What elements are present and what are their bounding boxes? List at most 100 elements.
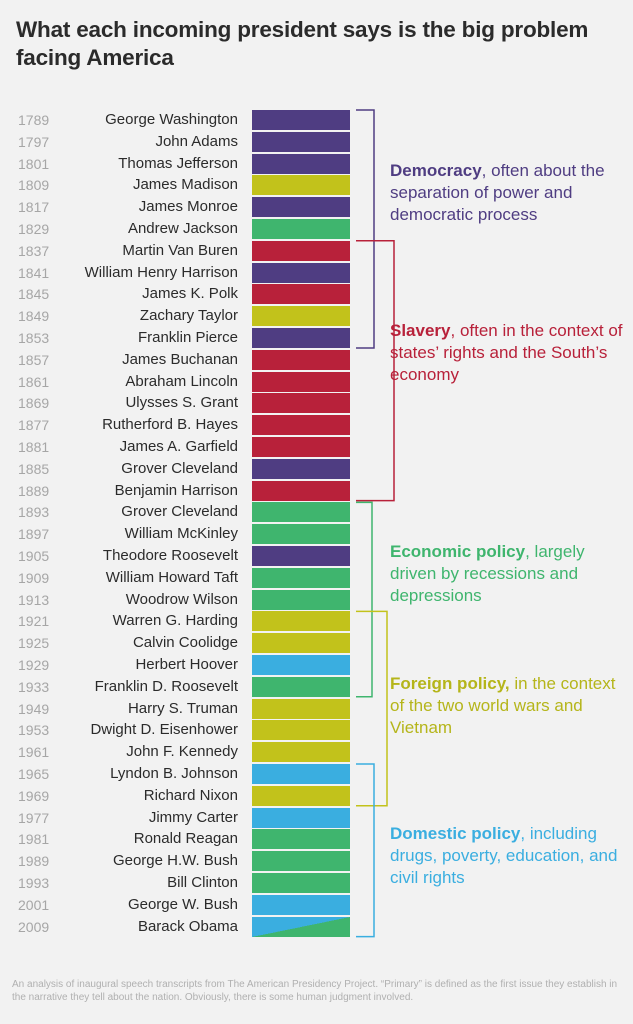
table-row: 1877 Rutherford B. Hayes <box>0 415 360 437</box>
year-label: 1869 <box>18 395 50 412</box>
president-name: Ulysses S. Grant <box>125 394 238 412</box>
category-bar <box>252 720 350 741</box>
category-bar <box>252 894 350 915</box>
year-label: 1965 <box>18 766 50 782</box>
category-bar <box>252 546 350 566</box>
president-name: Herbert Hoover <box>135 656 238 673</box>
category-bar <box>252 393 350 414</box>
president-name: George Washington <box>105 111 238 128</box>
democracy-bracket <box>356 109 375 349</box>
year-label: 1921 <box>18 613 50 630</box>
table-row: 1889 Benjamin Harrison <box>0 480 360 503</box>
year-label: 1913 <box>18 591 50 608</box>
president-name: Lyndon B. Johnson <box>110 765 238 782</box>
table-row: 1993 Bill Clinton <box>0 873 360 895</box>
year-label: 1993 <box>18 875 50 891</box>
category-bar <box>252 197 350 218</box>
table-row: 1929 Herbert Hoover <box>0 655 360 677</box>
table-row: 1857 James Buchanan <box>0 349 360 372</box>
president-name: James K. Polk <box>142 285 238 303</box>
year-label: 1877 <box>18 417 50 434</box>
domestic-bracket <box>356 763 375 938</box>
category-bar <box>252 480 350 501</box>
year-label: 1969 <box>18 787 50 804</box>
table-row: 1905 Theodore Roosevelt <box>0 546 360 568</box>
table-row: 1869 Ulysses S. Grant <box>0 393 360 415</box>
president-name: Woodrow Wilson <box>125 590 238 608</box>
year-label: 2001 <box>18 896 50 913</box>
year-label: 1981 <box>18 831 50 848</box>
category-bar <box>252 851 350 872</box>
category-description: , including drugs, poverty, education, a… <box>390 824 618 887</box>
president-name: John F. Kennedy <box>126 743 238 761</box>
year-label: 1933 <box>18 678 50 695</box>
president-name: James A. Garfield <box>119 438 238 455</box>
table-row: 1933 Franklin D. Roosevelt <box>0 676 360 699</box>
category-bar <box>252 524 350 545</box>
table-row: 1853 Franklin Pierce <box>0 328 360 350</box>
category-description: , largely driven by recessions and depre… <box>390 542 585 605</box>
year-label: 1953 <box>18 722 50 739</box>
president-name: Abraham Lincoln <box>125 372 238 390</box>
category-bar <box>252 306 350 327</box>
year-label: 1849 <box>18 308 50 325</box>
category-description: in the context of the two world wars and… <box>390 674 616 737</box>
category-title: Economic policy <box>390 542 526 561</box>
table-row: 1989 George H.W. Bush <box>0 851 360 873</box>
president-name: George W. Bush <box>127 895 238 913</box>
year-label: 1929 <box>18 657 50 673</box>
table-row: 1829 Andrew Jackson <box>0 219 360 241</box>
year-label: 1837 <box>18 242 50 259</box>
category-bar <box>252 371 350 392</box>
category-title: Domestic policy <box>390 824 521 843</box>
table-row: 1881 James A. Garfield <box>0 437 360 459</box>
year-label: 1949 <box>18 700 50 717</box>
table-row: 1849 Zachary Taylor <box>0 306 360 328</box>
president-name: James Buchanan <box>122 350 238 368</box>
year-label: 1797 <box>18 133 50 150</box>
table-row: 1893 Grover Cleveland <box>0 502 360 524</box>
president-name: Warren G. Harding <box>112 612 238 630</box>
president-name: William Howard Taft <box>105 568 238 586</box>
category-bar <box>252 676 350 697</box>
year-label: 1845 <box>18 286 50 303</box>
table-row: 1801 Thomas Jefferson <box>0 153 360 176</box>
footnote: An analysis of inaugural speech transcri… <box>12 979 618 1003</box>
category-bar <box>252 240 350 261</box>
category-label-economic: Economic policy, largely driven by reces… <box>390 541 630 607</box>
category-bar <box>252 611 350 632</box>
table-row: 1949 Harry S. Truman <box>0 698 360 721</box>
category-title: Slavery <box>390 321 451 340</box>
category-bar <box>252 131 350 152</box>
president-name: Grover Cleveland <box>121 503 238 521</box>
president-name: Bill Clinton <box>167 874 238 891</box>
year-label: 1809 <box>18 177 50 194</box>
year-label: 1885 <box>18 460 50 477</box>
president-name: Harry S. Truman <box>127 699 238 717</box>
table-row: 1977 Jimmy Carter <box>0 807 360 830</box>
president-name: Rutherford B. Hayes <box>102 416 238 434</box>
category-label-domestic: Domestic policy, including drugs, povert… <box>390 823 630 889</box>
table-row: 1909 William Howard Taft <box>0 567 360 590</box>
president-name: James Monroe <box>138 198 238 216</box>
table-row: 1797 John Adams <box>0 131 360 154</box>
president-name: Theodore Roosevelt <box>102 547 238 564</box>
table-row: 1965 Lyndon B. Johnson <box>0 764 360 786</box>
president-name: Jimmy Carter <box>148 808 238 826</box>
year-label: 1789 <box>18 112 50 128</box>
table-row: 1809 James Madison <box>0 175 360 197</box>
president-name: Richard Nixon <box>143 786 238 804</box>
president-name: Martin Van Buren <box>122 241 238 259</box>
table-row: 1837 Martin Van Buren <box>0 240 360 263</box>
president-name: Grover Cleveland <box>121 459 238 477</box>
year-label: 1853 <box>18 330 50 346</box>
category-bar <box>252 807 350 828</box>
president-name: John Adams <box>155 132 238 150</box>
table-row: 1845 James K. Polk <box>0 284 360 306</box>
table-row: 1861 Abraham Lincoln <box>0 371 360 394</box>
category-bar <box>252 415 350 436</box>
year-label: 1961 <box>18 744 50 761</box>
category-bar <box>252 175 350 196</box>
table-row: 1885 Grover Cleveland <box>0 458 360 481</box>
